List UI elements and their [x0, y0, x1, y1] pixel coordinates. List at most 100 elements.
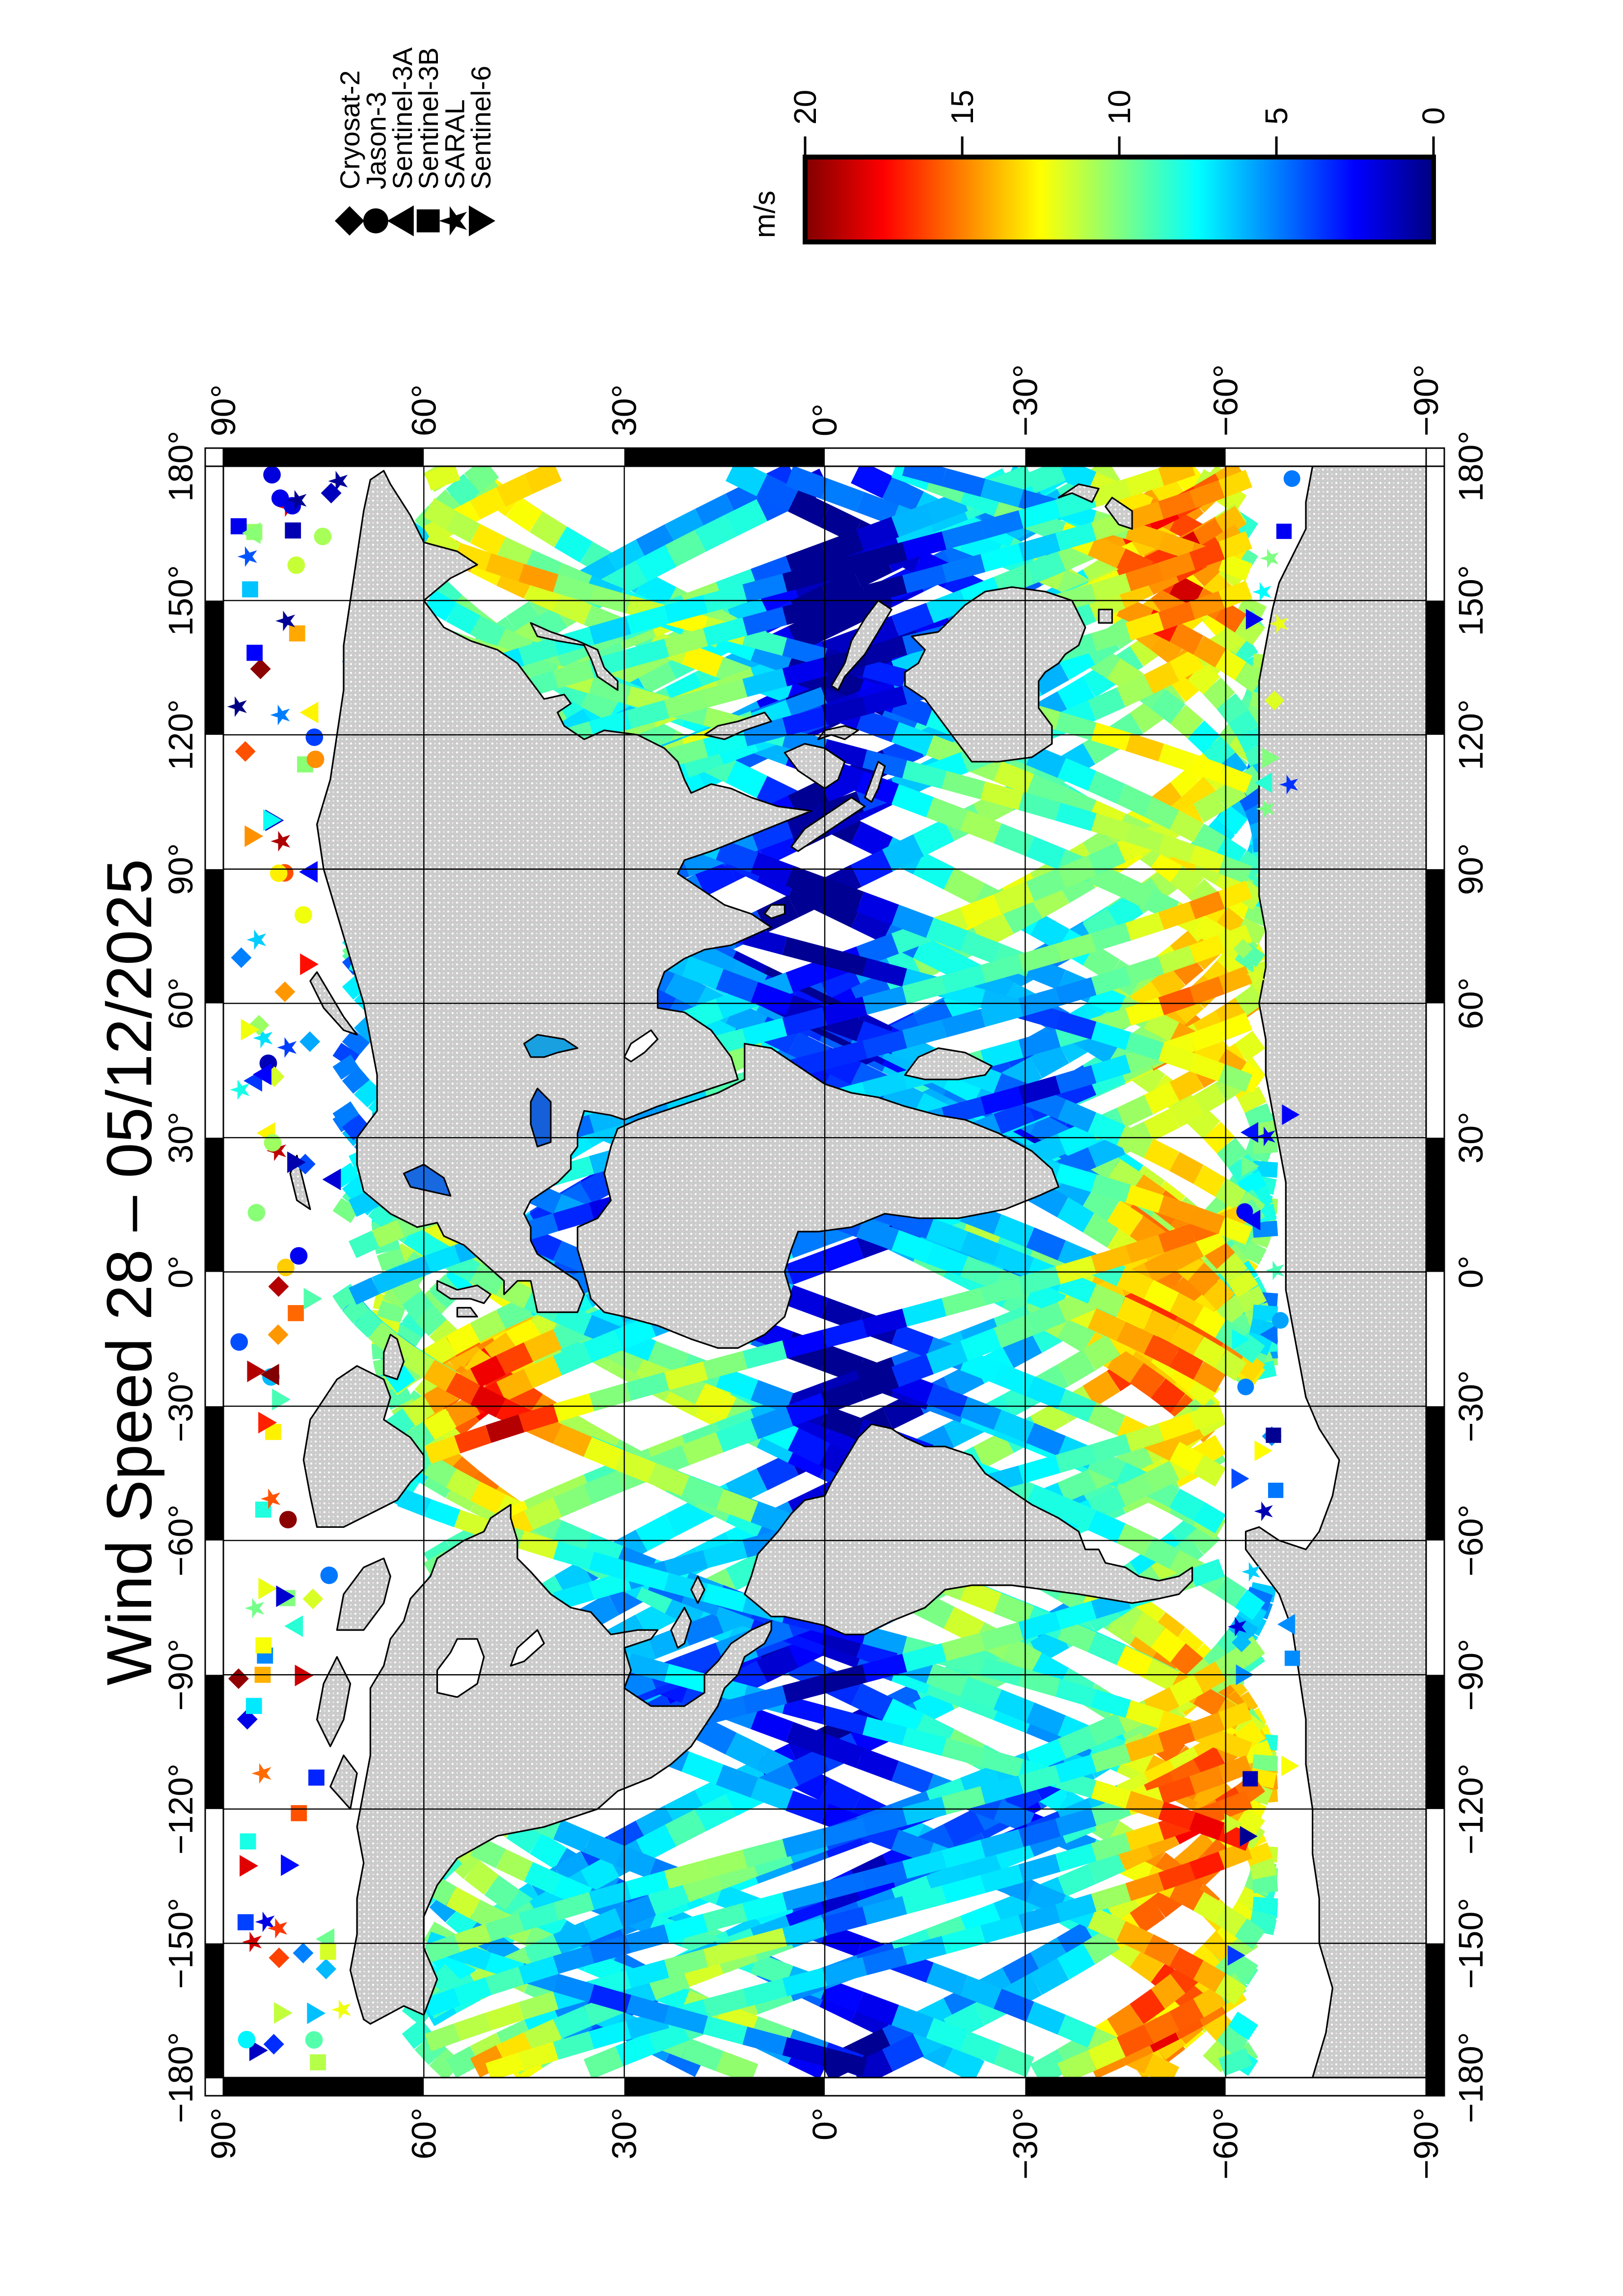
legend-label: Sentinel-6	[465, 66, 496, 189]
frame-corner-bottom-left	[1425, 2077, 1445, 2097]
landmass-ireland	[456, 1307, 478, 1318]
landmass-iceland	[383, 1334, 405, 1380]
legend-item-cryosat-2: Cryosat-2	[334, 70, 365, 236]
landmass-arctic-islands-2	[329, 1754, 358, 1810]
legend-label: Sentinel-3B	[413, 47, 444, 189]
lon-label-bottom-90: 90°	[1452, 843, 1490, 895]
landmass-hispaniola	[690, 1575, 705, 1604]
legend-item-jason-3: Jason-3	[360, 92, 391, 234]
legend-label: SARAL	[439, 99, 470, 189]
lon-label-top--60: −60°	[162, 1504, 200, 1576]
landmass-black-sea	[530, 1088, 552, 1148]
landmass-uk	[436, 1280, 491, 1304]
figure-title: Wind Speed 28 – 05/12/2025	[93, 859, 165, 1685]
landmass-caspian-sea	[523, 1034, 578, 1058]
lat-label-right-0: 0°	[806, 403, 844, 436]
legend-label: Jason-3	[360, 92, 391, 189]
lon-label-bottom--60: −60°	[1452, 1504, 1490, 1576]
legend-item-saral: SARAL	[439, 99, 470, 236]
landmass-hudson-bay	[436, 1638, 485, 1698]
lon-label-top-150: 150°	[162, 565, 200, 636]
lon-label-bottom--90: −90°	[1452, 1639, 1490, 1711]
lon-label-top-30: 30°	[162, 1112, 200, 1164]
landmass-nz-north	[1057, 483, 1100, 503]
landmass-japan	[530, 622, 619, 691]
lat-label-right-30: 30°	[605, 384, 644, 436]
landmass-great-lakes	[510, 1629, 545, 1667]
landmass-sumatra	[790, 797, 866, 852]
legend-symbol-square-icon	[416, 209, 440, 233]
landmass-australia	[904, 586, 1086, 763]
lon-label-bottom--30: −30°	[1452, 1370, 1490, 1442]
lon-label-top-60: 60°	[162, 977, 200, 1029]
lat-label-left-0: 0°	[806, 2108, 844, 2140]
lat-label-left-30: 30°	[605, 2108, 644, 2160]
colorbar-tick-label-20: 20	[787, 90, 823, 125]
landmass-north-america	[350, 1504, 772, 2025]
lon-label-bottom--120: −120°	[1452, 1763, 1490, 1855]
legend-symbol-triangle-up-icon	[387, 205, 414, 237]
colorbar-tick-label-5: 5	[1259, 107, 1294, 125]
landmass-persian-gulf	[623, 1029, 659, 1063]
legend-item-sentinel-3a: Sentinel-3A	[387, 47, 418, 237]
colorbar-tick-label-10: 10	[1102, 90, 1137, 125]
lon-label-top-0: 0°	[162, 1255, 200, 1288]
landmass-sri-lanka	[763, 904, 785, 919]
landmass-baltic-sea	[403, 1164, 452, 1197]
legend-label: Cryosat-2	[334, 70, 365, 189]
landmass-eurasia	[316, 470, 812, 1313]
legend-label: Sentinel-3A	[387, 47, 418, 189]
satellite-legend: Cryosat-2Jason-3Sentinel-3ASentinel-3BSA…	[334, 47, 496, 237]
lon-label-bottom-60: 60°	[1452, 977, 1490, 1029]
lon-label-bottom--150: −150°	[1452, 1898, 1490, 1989]
colorbar-unit-label: m/s	[748, 190, 781, 238]
frame-corner-top-left	[204, 2077, 224, 2097]
landmass-new-guinea	[831, 600, 893, 691]
lon-label-bottom--180: −180°	[1452, 2032, 1490, 2123]
legend-item-sentinel-6: Sentinel-6	[465, 66, 496, 237]
colorbar-tick-label-15: 15	[945, 90, 980, 125]
legend-symbol-circle-icon	[363, 208, 388, 234]
landmass-tasmania	[1098, 609, 1113, 624]
legend-symbol-diamond-icon	[335, 206, 364, 236]
frame-corner-bottom-right	[1425, 447, 1445, 467]
lon-label-bottom-150: 150°	[1452, 565, 1490, 636]
lon-label-bottom-120: 120°	[1452, 699, 1490, 771]
lat-label-left--60: −60°	[1207, 2108, 1245, 2180]
lat-label-left-60: 60°	[405, 2108, 443, 2160]
landmass-nz-south	[1105, 497, 1133, 530]
landmass-philippines	[703, 712, 772, 740]
lon-label-top--120: −120°	[162, 1763, 200, 1855]
landmass-baffin	[336, 1557, 391, 1631]
lon-label-bottom-180: 180°	[1452, 431, 1490, 502]
landmass-arctic-islands-1	[316, 1656, 352, 1747]
landmass-south-america	[744, 1423, 1193, 1635]
lon-label-top-120: 120°	[162, 699, 200, 771]
lat-label-right-60: 60°	[405, 384, 443, 436]
lon-label-bottom-0: 0°	[1452, 1255, 1490, 1288]
lon-label-top--180: −180°	[162, 2032, 200, 2123]
lat-label-left--30: −30°	[1006, 2108, 1044, 2180]
lon-label-top-180: 180°	[162, 431, 200, 502]
lat-label-right-90: 90°	[204, 384, 243, 436]
lon-label-bottom-30: 30°	[1452, 1112, 1490, 1164]
colorbar-tick-label-0: 0	[1416, 107, 1451, 125]
colorbar-gradient	[803, 155, 1436, 244]
lat-label-right--60: −60°	[1207, 364, 1245, 436]
lon-label-top-90: 90°	[162, 843, 200, 895]
lat-label-right--30: −30°	[1006, 364, 1044, 436]
lon-label-top--150: −150°	[162, 1898, 200, 1989]
axis-labels-layer: −180° −180° −150° −150° −120° −120° −90° −90° −6…	[162, 364, 1490, 2179]
landmass-madagascar	[904, 1047, 993, 1080]
graticule-layer	[223, 466, 1426, 2078]
landmass-cuba	[670, 1606, 692, 1649]
map-frame-layer	[204, 447, 1445, 2097]
lon-label-top--30: −30°	[162, 1370, 200, 1442]
lat-label-left--90: −90°	[1407, 2108, 1445, 2180]
landmass-java	[864, 761, 886, 803]
frame-corner-top-right	[204, 447, 224, 467]
legend-symbol-triangle-down-icon	[469, 205, 495, 237]
lon-label-top--90: −90°	[162, 1639, 200, 1711]
